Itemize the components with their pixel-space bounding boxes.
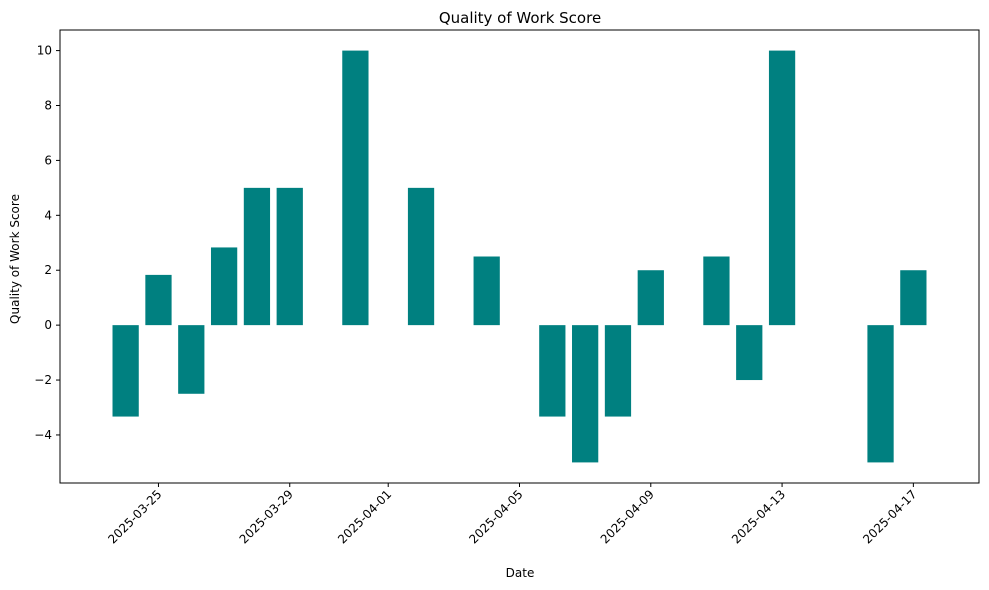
bar-2025-03-24 xyxy=(112,325,139,417)
bar-2025-04-17 xyxy=(900,270,927,326)
bar-2025-03-28 xyxy=(243,187,271,326)
bar-2025-04-07 xyxy=(572,325,599,463)
y-tick-label: −2 xyxy=(34,373,52,387)
chart-title: Quality of Work Score xyxy=(439,9,601,27)
y-tick-label: 6 xyxy=(44,153,52,167)
y-tick-label: 8 xyxy=(44,99,52,113)
bar-2025-04-11 xyxy=(703,256,730,326)
bar-2025-03-26 xyxy=(178,325,205,394)
y-tick-label: 2 xyxy=(44,263,52,277)
bar-2025-04-12 xyxy=(736,325,763,381)
bar-2025-03-25 xyxy=(145,274,172,326)
plot-frame xyxy=(59,29,980,484)
bar-2025-04-13 xyxy=(768,50,796,326)
bar-2025-04-06 xyxy=(539,325,566,417)
x-axis-label: Date xyxy=(506,566,535,580)
y-axis-label: Quality of Work Score xyxy=(8,194,22,324)
bar-2025-04-16 xyxy=(867,325,894,463)
bar-2025-03-27 xyxy=(210,247,238,326)
bars-group xyxy=(112,50,927,463)
y-tick-label: 10 xyxy=(37,44,52,58)
bar-2025-03-29 xyxy=(276,187,303,326)
y-tick-label: −4 xyxy=(34,428,52,442)
bar-2025-04-08 xyxy=(604,325,632,417)
y-tick-label: 4 xyxy=(44,208,52,222)
bar-2025-04-09 xyxy=(637,270,664,326)
y-tick-label: 0 xyxy=(44,318,52,332)
bar-2025-03-31 xyxy=(342,50,369,326)
y-axis-ticks: −4 −2 0 2 4 6 8 10 xyxy=(34,44,60,442)
bar-2025-04-04 xyxy=(473,256,500,326)
bar-2025-04-02 xyxy=(407,187,435,326)
